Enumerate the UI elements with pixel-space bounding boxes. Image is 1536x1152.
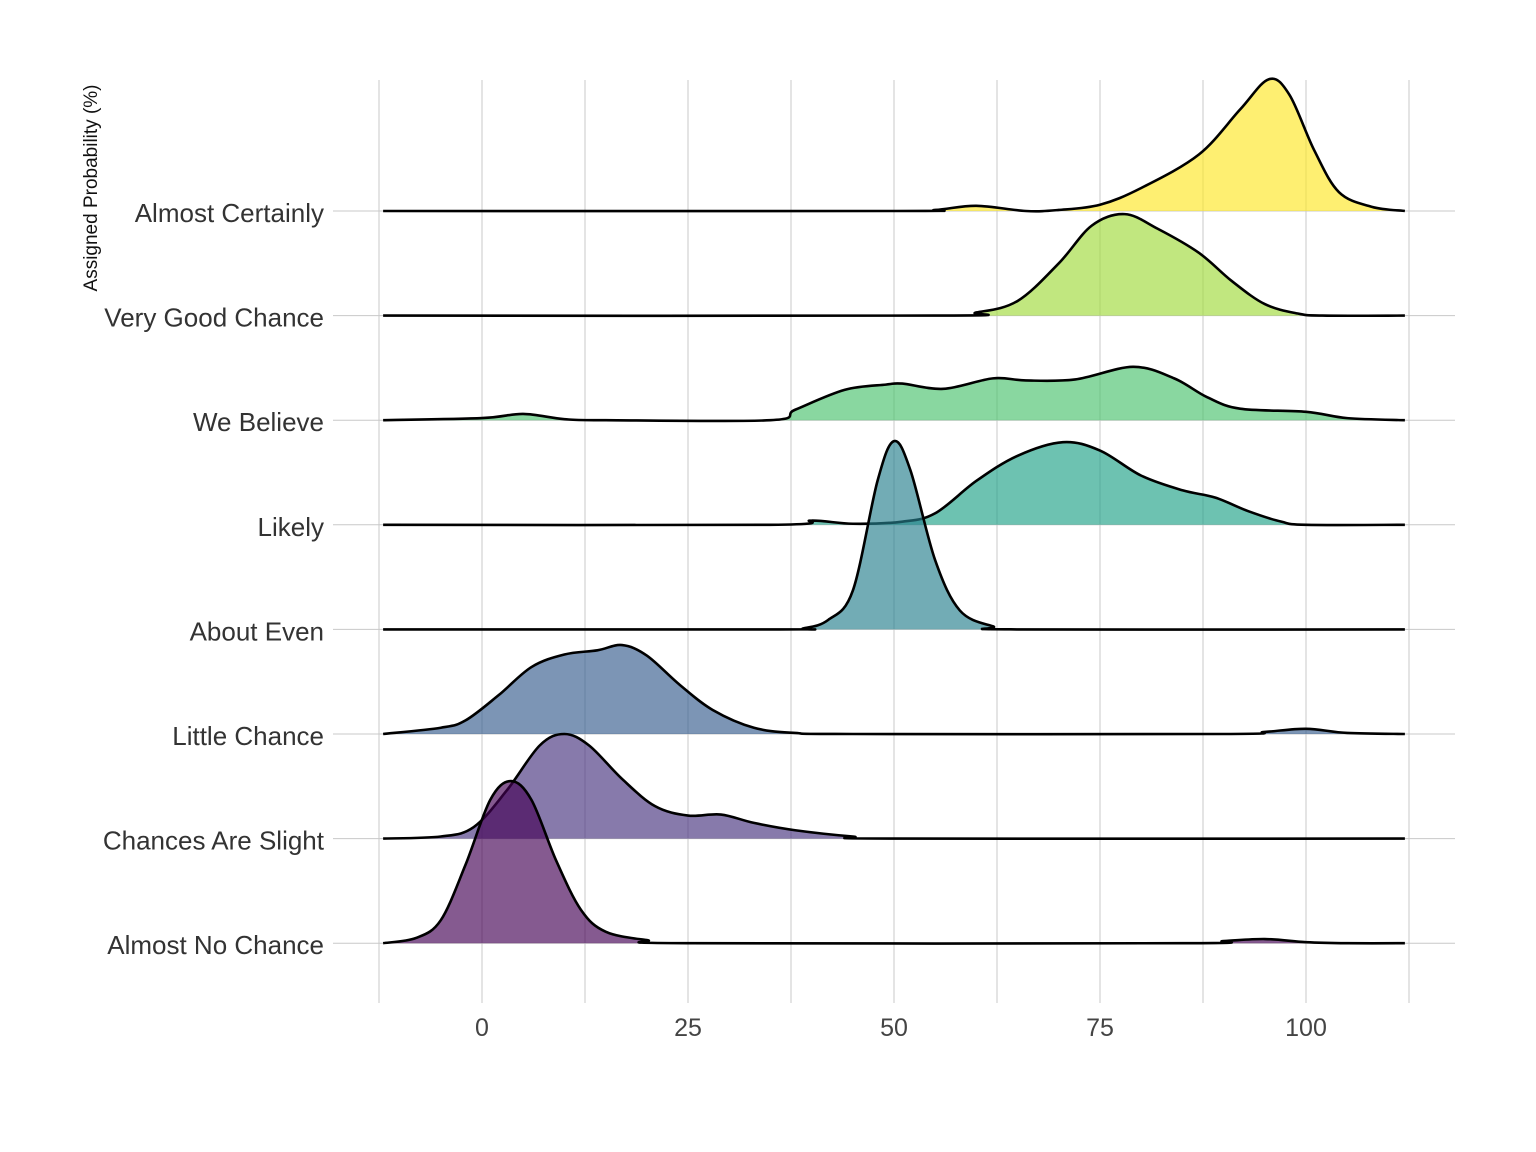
- ridge-very-good-chance: [383, 212, 1405, 318]
- y-axis-label: Assigned Probability (%): [81, 85, 102, 292]
- ridge-little-chance: [382, 643, 1405, 736]
- ridge-line: [383, 365, 1405, 423]
- ridges: [382, 77, 1406, 945]
- ridge-we-believe: [383, 365, 1405, 423]
- ridge-line: [383, 77, 1406, 213]
- ridge-line: [382, 643, 1405, 736]
- ridge-fill: [383, 781, 1405, 944]
- ridge-almost-certainly: [383, 77, 1406, 213]
- x-tick-label: 100: [1285, 1014, 1327, 1042]
- x-tick-label: 25: [674, 1014, 702, 1042]
- ridge-likely: [383, 440, 1405, 527]
- x-tick-label: 50: [880, 1014, 908, 1042]
- y-axis-categories: Almost Certainly Very Good Chance We Belie…: [103, 198, 325, 960]
- category-label: We Believe: [193, 407, 324, 437]
- ridge-line: [383, 212, 1405, 318]
- x-tick-label: 75: [1086, 1014, 1114, 1042]
- ridge-line: [383, 439, 1405, 631]
- category-label: Almost No Chance: [107, 930, 324, 960]
- category-label: Almost Certainly: [135, 198, 324, 228]
- category-label: About Even: [190, 616, 324, 646]
- ridge-almost-no-chance: [382, 779, 1405, 945]
- ridge-fill: [383, 440, 1405, 630]
- ridge-fill: [383, 366, 1405, 422]
- ridge-fill: [383, 734, 1405, 839]
- ridge-fill: [383, 644, 1405, 735]
- category-label: Little Chance: [172, 721, 324, 751]
- ridge-fill: [383, 78, 1405, 212]
- category-label: Likely: [258, 512, 324, 542]
- ridge-line: [382, 779, 1405, 945]
- ridge-fill: [383, 214, 1405, 316]
- category-label: Chances Are Slight: [103, 826, 325, 856]
- ridge-about-even: [383, 439, 1405, 631]
- x-axis-ticks: 0 25 50 75 100: [475, 1014, 1327, 1042]
- ridge-fill: [383, 442, 1405, 526]
- x-tick-label: 0: [475, 1014, 489, 1042]
- ridge-line: [383, 440, 1405, 527]
- category-label: Very Good Chance: [104, 303, 324, 333]
